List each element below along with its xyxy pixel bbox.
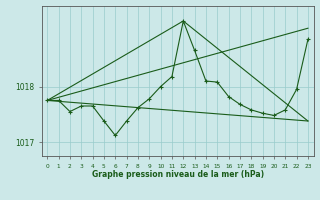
X-axis label: Graphe pression niveau de la mer (hPa): Graphe pression niveau de la mer (hPa) <box>92 170 264 179</box>
